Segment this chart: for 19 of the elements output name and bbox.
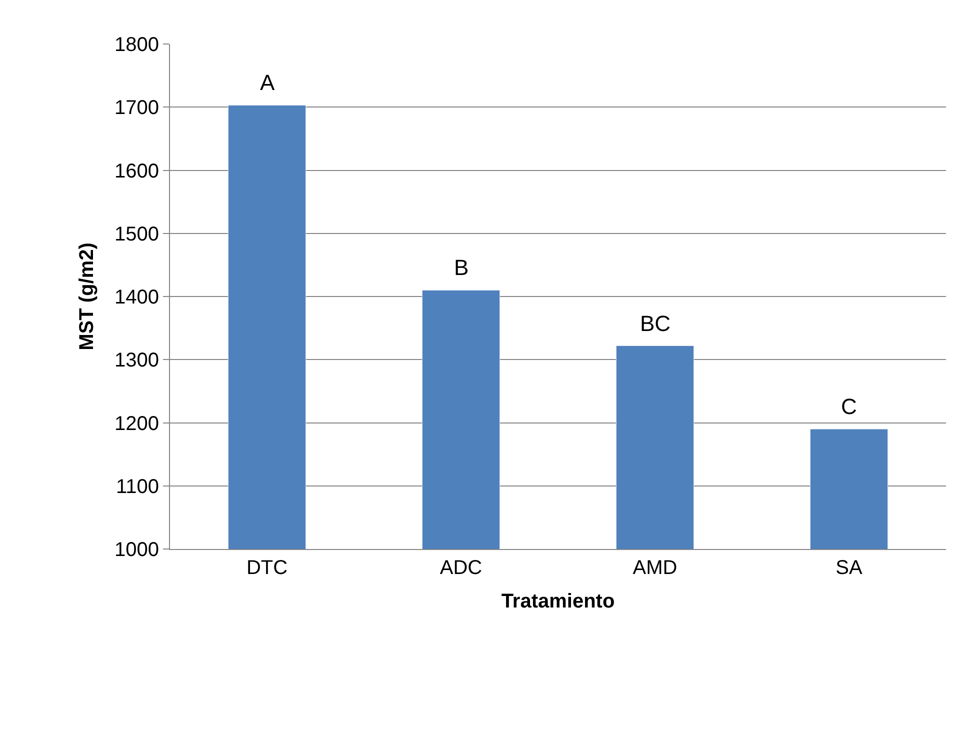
y-tick-label: 1400: [114, 286, 159, 308]
annotation: C: [841, 394, 857, 419]
x-tick-label: DTC: [246, 557, 288, 579]
y-tick-label: 1500: [114, 223, 159, 246]
annotation: B: [454, 255, 469, 280]
y-tick-label: 1000: [114, 539, 159, 561]
y-axis-title: MST (g/m2): [76, 242, 98, 350]
x-tick-label: SA: [836, 557, 863, 579]
y-tick-label: 1200: [114, 412, 159, 435]
y-tick-label: 1100: [116, 476, 159, 498]
annotation: BC: [640, 311, 671, 336]
y-tick-label: 1600: [114, 160, 159, 182]
annotation: A: [260, 70, 275, 95]
y-tick-label: 1800: [114, 34, 159, 56]
x-tick-label: ADC: [440, 557, 482, 579]
x-tick-label: AMD: [632, 557, 678, 579]
x-axis-title: Tratamiento: [501, 590, 615, 612]
y-tick-label: 1700: [114, 97, 159, 120]
y-tick-label: 1300: [114, 350, 159, 372]
